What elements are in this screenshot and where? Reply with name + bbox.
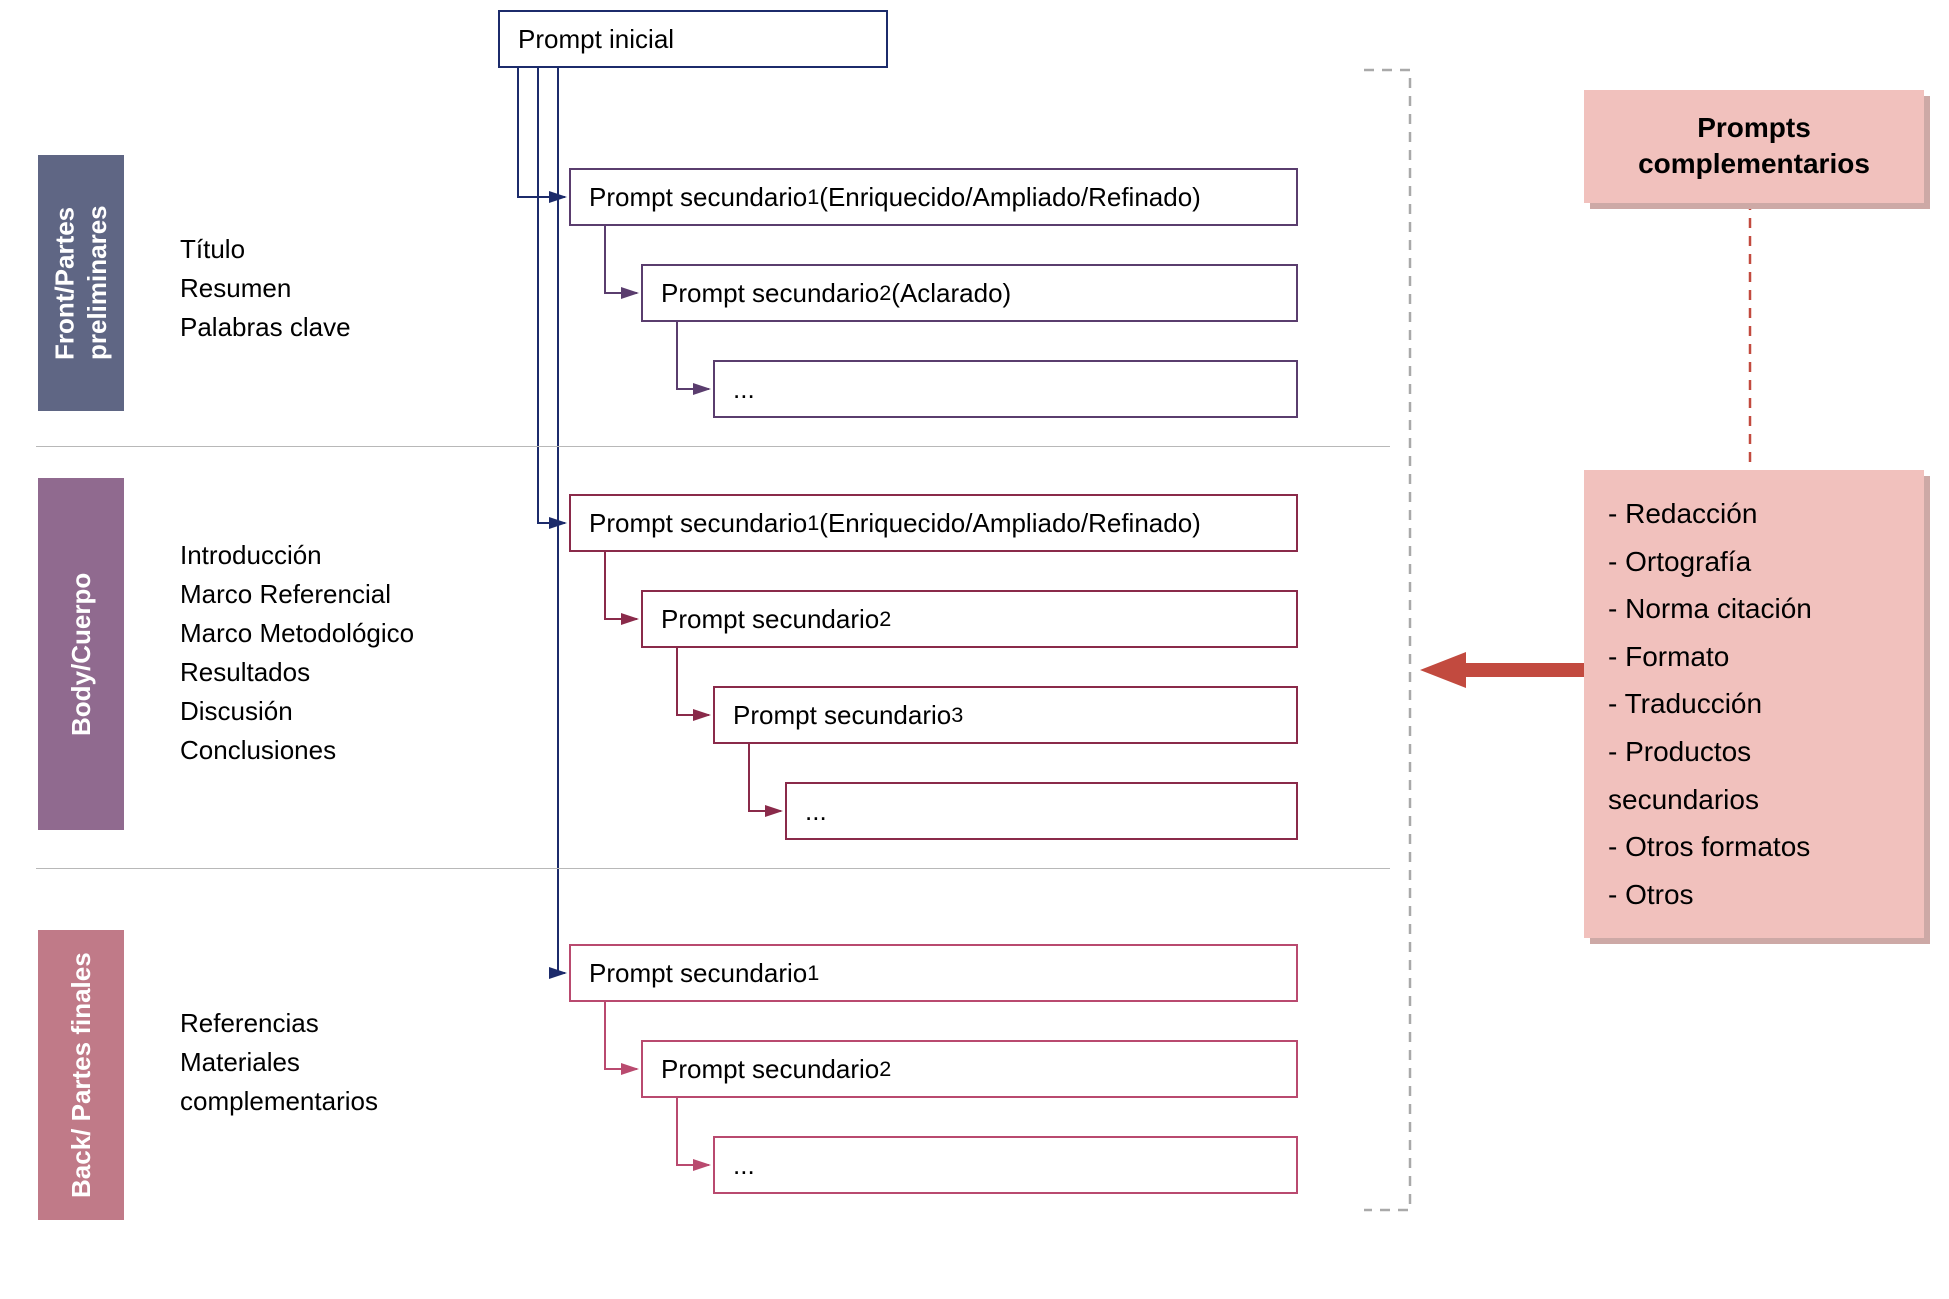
node-body-1: Prompt secundario2 [641,590,1298,648]
section-block-front: Front/Partes preliminares [38,155,124,411]
node-back-1: Prompt secundario2 [641,1040,1298,1098]
section-block-body: Body/Cuerpo [38,478,124,830]
node-body-0: Prompt secundario1 (Enriquecido/Ampliado… [569,494,1298,552]
initial-prompt-node: Prompt inicial [498,10,888,68]
section-desc-body: Introducción Marco Referencial Marco Met… [180,536,414,770]
sidebar-list-box: - Redacción - Ortografía - Norma citació… [1584,470,1924,938]
node-front-1: Prompt secundario2 (Aclarado) [641,264,1298,322]
node-body-3: ... [785,782,1298,840]
node-back-0: Prompt secundario1 [569,944,1298,1002]
section-desc-front: Título Resumen Palabras clave [180,230,351,347]
node-body-2: Prompt secundario3 [713,686,1298,744]
divider-body [36,868,1390,869]
section-desc-back: Referencias Materiales complementarios [180,1004,378,1121]
node-back-2: ... [713,1136,1298,1194]
section-block-back: Back/ Partes finales [38,930,124,1220]
divider-front [36,446,1390,447]
node-front-2: ... [713,360,1298,418]
sidebar-title-box: Prompts complementarios [1584,90,1924,203]
node-front-0: Prompt secundario1 (Enriquecido/Ampliado… [569,168,1298,226]
